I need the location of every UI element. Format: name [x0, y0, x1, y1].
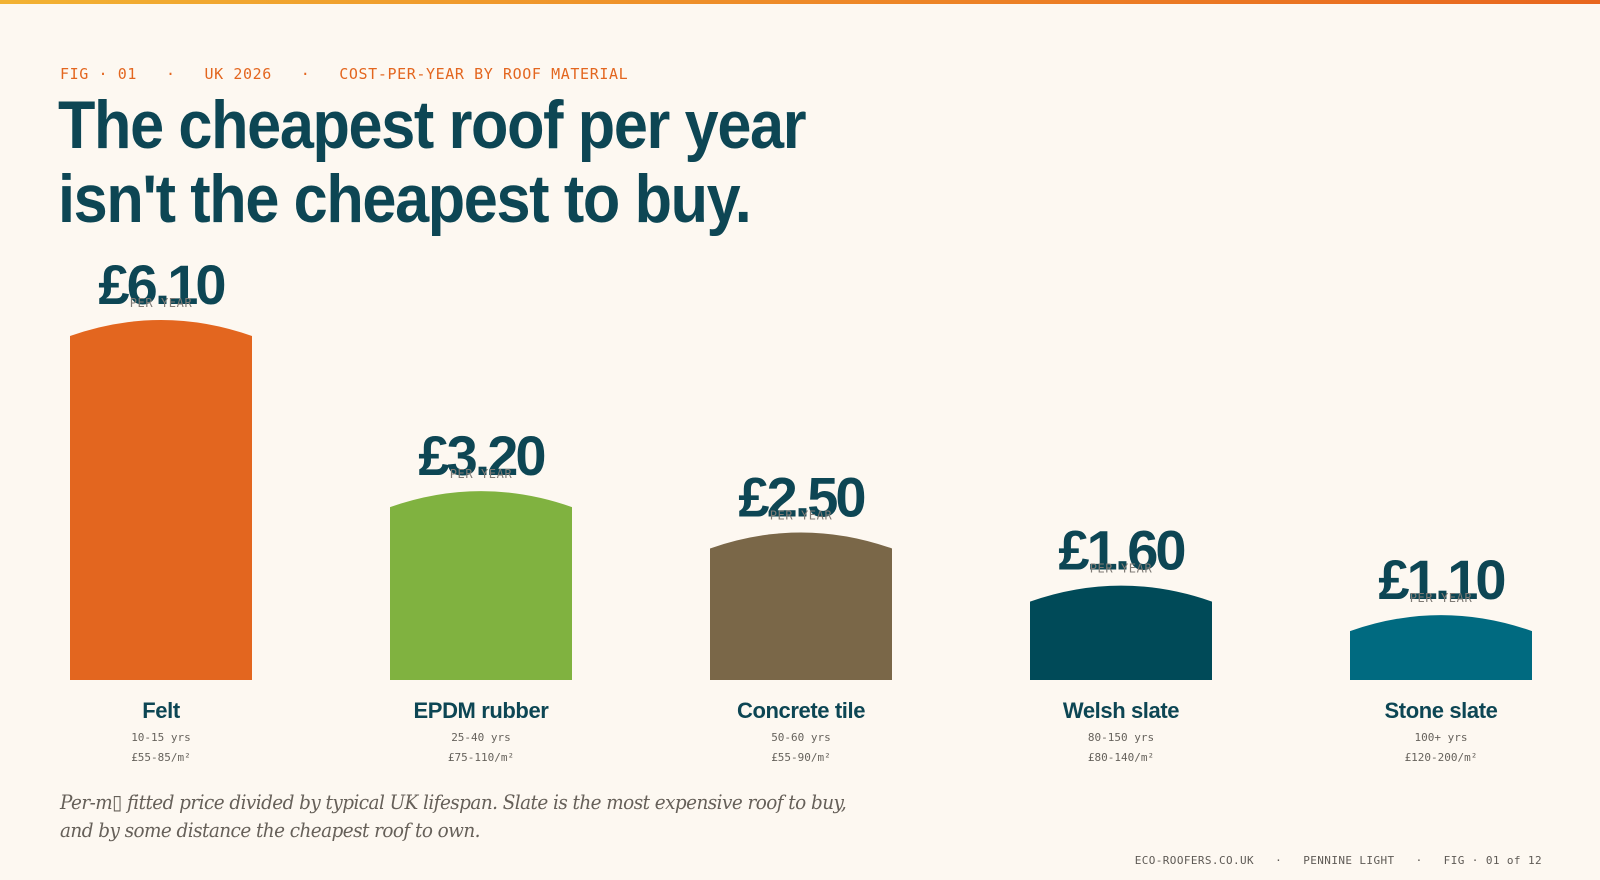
lifespan-label-0: 10-15 yrs — [131, 731, 191, 744]
per-year-label-1: PER YEAR — [450, 467, 513, 481]
page-title: The cheapest roof per year isn't the che… — [58, 87, 807, 237]
lifespan-label-1: 25-40 yrs — [451, 731, 511, 744]
price-label-1: £75-110/m² — [448, 751, 514, 764]
category-label-2: Concrete tile — [737, 698, 865, 723]
bar-value-label-4: £1.10 — [1378, 548, 1504, 611]
top-accent-bar — [0, 0, 1600, 4]
price-label-0: £55-85/m² — [131, 751, 191, 764]
price-label-2: £55-90/m² — [771, 751, 831, 764]
title-line-1: The cheapest roof per year — [58, 87, 807, 163]
bar-1 — [390, 491, 572, 680]
bar-0 — [70, 320, 252, 680]
per-year-label-4: PER YEAR — [1410, 591, 1473, 605]
lifespan-label-2: 50-60 yrs — [771, 731, 831, 744]
bar-value-label-0: £6.10 — [98, 253, 224, 316]
page-footer: ECO-ROOFERS.CO.UK · PENNINE LIGHT · FIG … — [1134, 854, 1542, 867]
lifespan-label-4: 100+ yrs — [1415, 731, 1468, 744]
per-year-label-2: PER YEAR — [770, 508, 833, 522]
bar-value-label-3: £1.60 — [1058, 519, 1184, 582]
bar-2 — [710, 532, 892, 680]
lifespan-label-3: 80-150 yrs — [1088, 731, 1154, 744]
category-label-3: Welsh slate — [1063, 698, 1179, 723]
figure-eyebrow: FIG · 01 · UK 2026 · COST-PER-YEAR BY RO… — [60, 65, 629, 83]
bar-3 — [1030, 585, 1212, 680]
category-label-0: Felt — [142, 698, 181, 723]
title-line-2: isn't the cheapest to buy. — [58, 161, 752, 237]
footnote-line-2: and by some distance the cheapest roof t… — [60, 818, 481, 842]
chart-footnote: Per-m▯ fitted price divided by typical U… — [60, 788, 847, 844]
footnote-line-1: Per-m▯ fitted price divided by typical U… — [60, 790, 847, 814]
category-label-4: Stone slate — [1385, 698, 1498, 723]
category-label-1: EPDM rubber — [414, 698, 550, 723]
bar-value-label-2: £2.50 — [738, 465, 864, 528]
price-label-4: £120-200/m² — [1405, 751, 1478, 764]
bar-value-label-1: £3.20 — [418, 424, 544, 487]
per-year-label-3: PER YEAR — [1090, 562, 1153, 576]
price-label-3: £80-140/m² — [1088, 751, 1154, 764]
per-year-label-0: PER YEAR — [130, 296, 193, 310]
bar-4 — [1350, 615, 1532, 680]
